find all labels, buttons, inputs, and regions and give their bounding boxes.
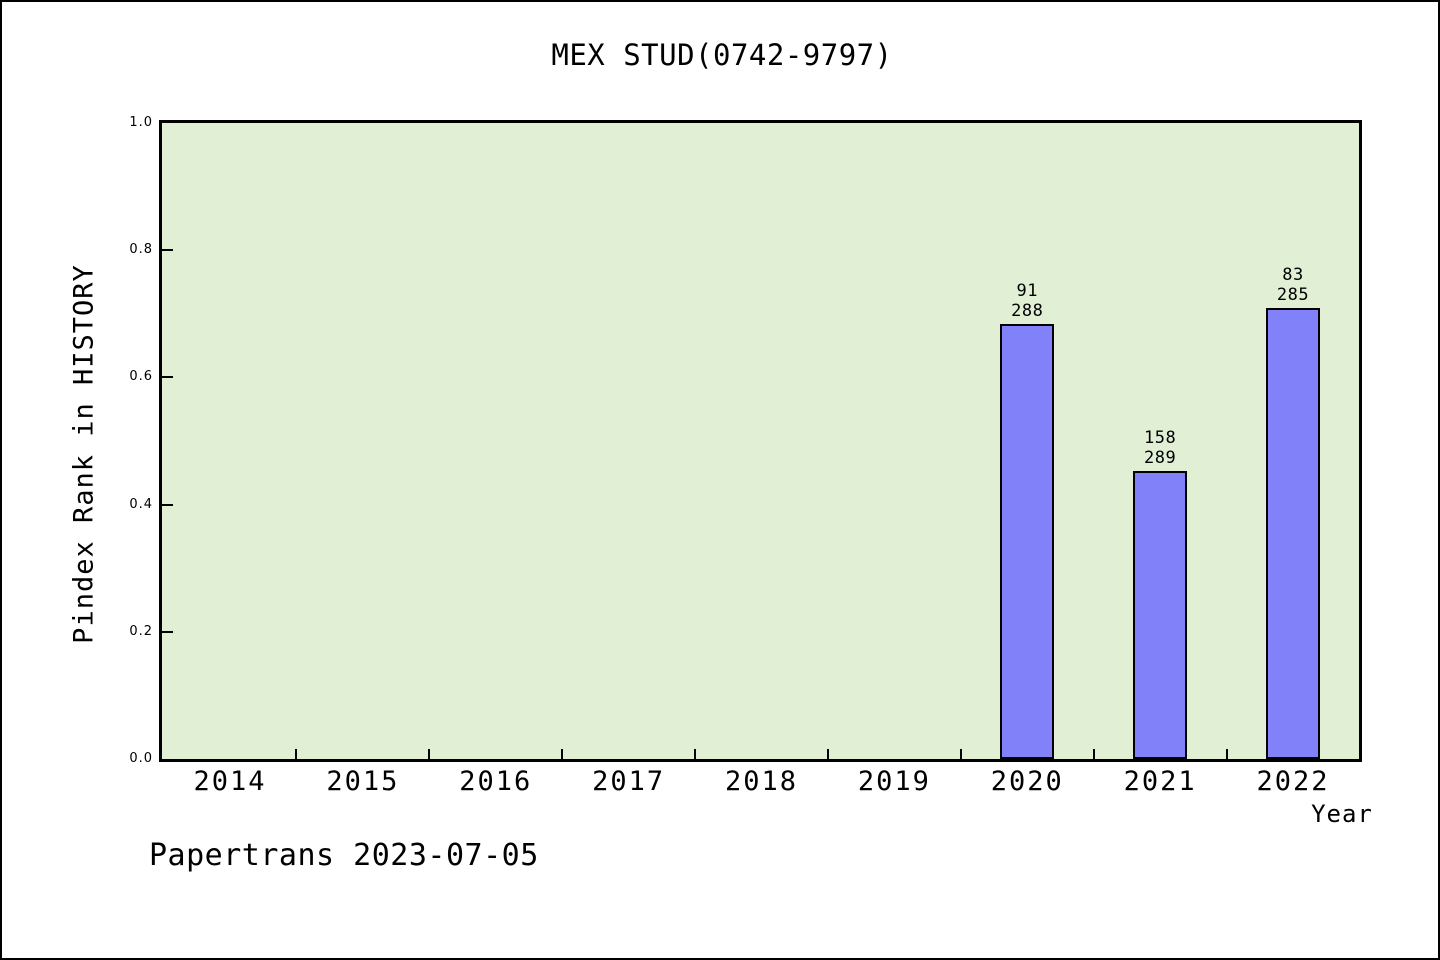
x-minor-tick — [1225, 749, 1228, 759]
bar-2022 — [1266, 308, 1320, 759]
y-axis-label: Pindex Rank in HISTORY — [68, 264, 100, 644]
bar-rank-value: 83 — [1282, 265, 1304, 285]
y-tick-label: 1.0 — [129, 115, 153, 130]
x-tick-label-2022: 2022 — [1256, 766, 1330, 797]
bar-total-value: 288 — [1011, 301, 1044, 321]
x-minor-tick — [694, 749, 697, 759]
x-minor-tick — [959, 749, 962, 759]
plot-area: 91 288 158 289 83 285 — [159, 120, 1362, 762]
x-tick-label-2015: 2015 — [326, 766, 400, 797]
x-minor-tick — [561, 749, 564, 759]
bar-total-value: 289 — [1144, 448, 1177, 468]
plot-inner: 91 288 158 289 83 285 — [162, 123, 1359, 759]
bar-rank-value: 91 — [1016, 281, 1038, 301]
y-tick-mark — [162, 631, 173, 633]
x-minor-tick — [826, 749, 829, 759]
y-tick-label: 0.0 — [129, 751, 153, 766]
x-tick-label-2016: 2016 — [459, 766, 533, 797]
y-tick-mark — [162, 376, 173, 378]
y-tick-mark — [162, 504, 173, 506]
bar-value-label-2020: 91 288 — [967, 281, 1087, 321]
bar-value-label-2022: 83 285 — [1233, 265, 1353, 305]
bar-total-value: 285 — [1276, 285, 1310, 305]
x-tick-label-2019: 2019 — [857, 766, 931, 797]
y-tick-label: 0.8 — [129, 242, 153, 258]
x-tick-label-2017: 2017 — [592, 766, 666, 797]
x-minor-tick — [428, 749, 431, 759]
y-tick-label: 0.2 — [129, 623, 153, 639]
y-tick-label: 0.6 — [129, 369, 153, 385]
bar-value-label-2021: 158 289 — [1100, 428, 1220, 468]
footer-watermark: Papertrans 2023-07-05 — [149, 838, 539, 873]
bar-2020 — [1000, 324, 1055, 759]
x-minor-tick — [295, 749, 298, 759]
x-minor-tick — [1092, 749, 1095, 759]
x-axis-label: Year — [1311, 800, 1373, 828]
x-tick-label-2020: 2020 — [990, 766, 1064, 797]
bar-2021 — [1133, 471, 1188, 759]
bar-rank-value: 158 — [1144, 428, 1177, 448]
x-tick-label-2021: 2021 — [1123, 766, 1197, 797]
y-tick-label: 0.4 — [129, 496, 153, 512]
x-tick-label-2014: 2014 — [193, 766, 267, 797]
y-tick-mark — [162, 249, 173, 251]
chart-title: MEX STUD(0742-9797) — [551, 38, 893, 72]
x-tick-label-2018: 2018 — [724, 766, 799, 797]
